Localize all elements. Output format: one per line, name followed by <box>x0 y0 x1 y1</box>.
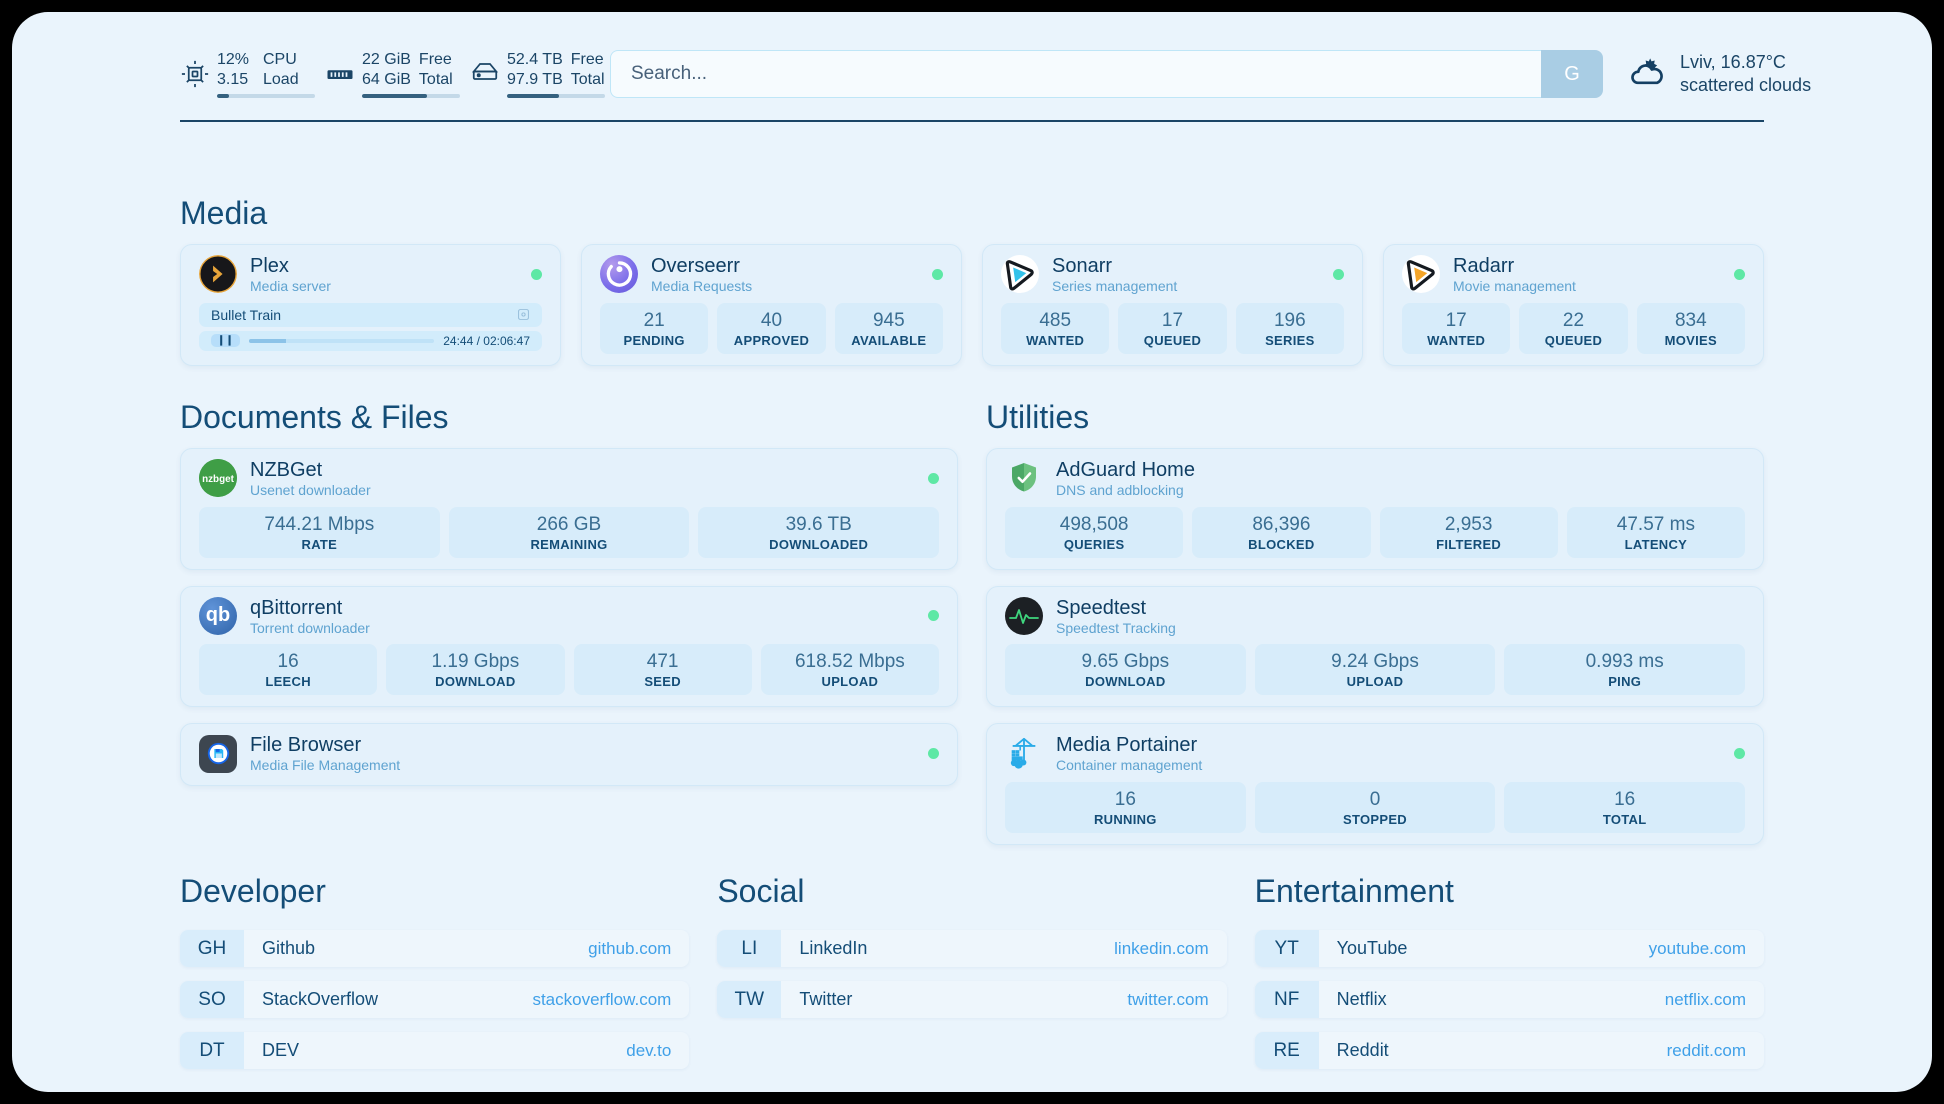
svg-text:nzbget: nzbget <box>202 474 235 485</box>
